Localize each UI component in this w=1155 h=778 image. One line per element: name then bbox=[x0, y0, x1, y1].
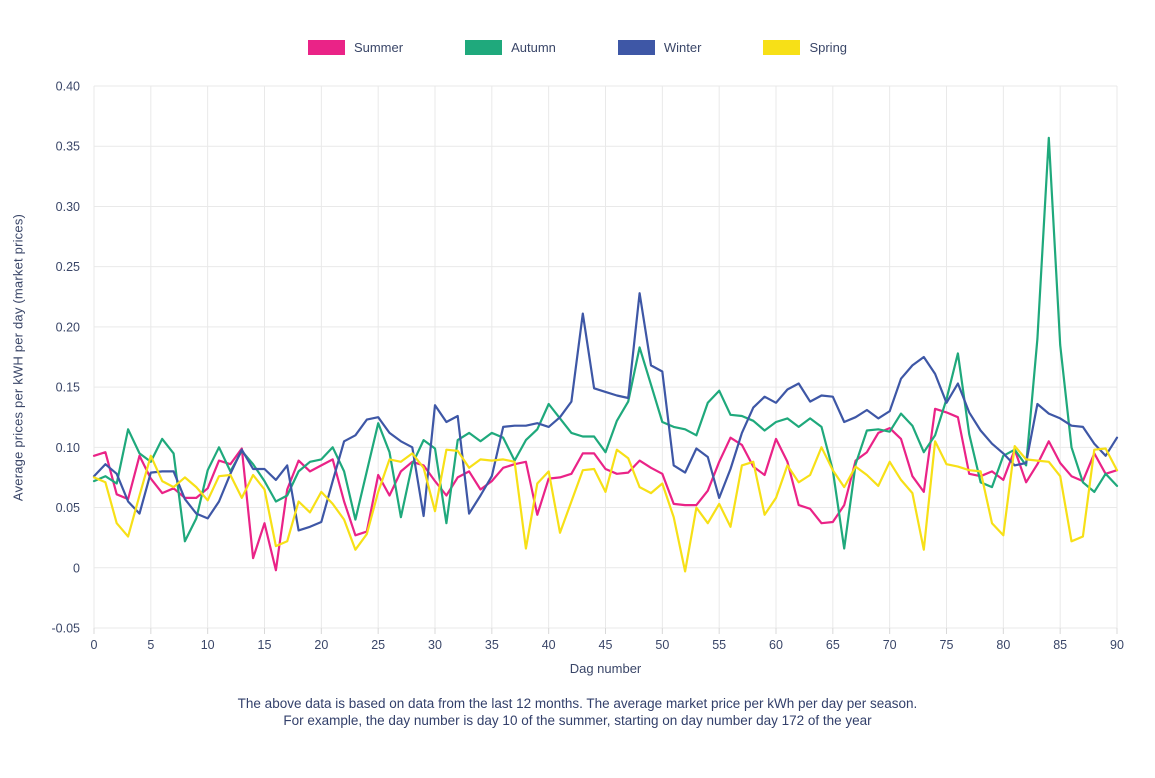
y-tick-label: 0.30 bbox=[56, 200, 80, 214]
legend-swatch-spring bbox=[763, 40, 801, 55]
legend-item-winter[interactable]: Winter bbox=[617, 40, 702, 55]
x-tick-label: 50 bbox=[655, 638, 669, 652]
y-tick-label: 0.40 bbox=[56, 80, 80, 94]
x-tick-label: 60 bbox=[769, 638, 783, 652]
x-tick-label: 15 bbox=[258, 638, 272, 652]
x-tick-label: 35 bbox=[485, 638, 499, 652]
legend-swatch-autumn bbox=[465, 40, 503, 55]
caption-line-1: The above data is based on data from the… bbox=[237, 696, 918, 711]
x-tick-label: 85 bbox=[1053, 638, 1067, 652]
legend-item-summer[interactable]: Summer bbox=[307, 40, 404, 55]
y-axis-title: Average prices per kWH per day (market p… bbox=[10, 213, 26, 502]
chart-legend: Summer Autumn Winter Spring bbox=[0, 40, 1155, 55]
x-tick-label: 10 bbox=[201, 638, 215, 652]
x-tick-label: 80 bbox=[996, 638, 1010, 652]
legend-label: Winter bbox=[663, 40, 702, 55]
x-tick-label: 90 bbox=[1110, 638, 1124, 652]
y-tick-label: 0.05 bbox=[56, 501, 80, 515]
series-line-autumn bbox=[92, 136, 1119, 550]
y-tick-label: 0.25 bbox=[56, 260, 80, 274]
x-tick-label: 70 bbox=[883, 638, 897, 652]
caption-line-2: For example, the day number is day 10 of… bbox=[283, 713, 872, 728]
x-tick-label: 40 bbox=[542, 638, 556, 652]
legend-label: Autumn bbox=[511, 40, 556, 55]
legend-label: Spring bbox=[809, 40, 848, 55]
legend-swatch-summer bbox=[307, 40, 345, 55]
legend-swatch-winter bbox=[617, 40, 655, 55]
x-tick-label: 45 bbox=[599, 638, 613, 652]
legend-item-autumn[interactable]: Autumn bbox=[465, 40, 556, 55]
y-tick-label: 0 bbox=[73, 561, 80, 575]
y-tick-label: 0.10 bbox=[56, 441, 80, 455]
y-tick-label: 0.20 bbox=[56, 320, 80, 334]
x-tick-label: 0 bbox=[91, 638, 98, 652]
y-tick-label: 0.35 bbox=[56, 140, 80, 154]
legend-item-spring[interactable]: Spring bbox=[763, 40, 847, 55]
series-line-summer bbox=[92, 407, 1119, 572]
series-line-winter bbox=[92, 292, 1119, 532]
x-tick-label: 20 bbox=[314, 638, 328, 652]
x-tick-label: 55 bbox=[712, 638, 726, 652]
x-axis-title: Dag number bbox=[569, 661, 642, 676]
y-tick-label: -0.05 bbox=[52, 622, 81, 636]
y-tick-label: 0.15 bbox=[56, 381, 80, 395]
x-tick-label: 30 bbox=[428, 638, 442, 652]
legend-label: Summer bbox=[353, 40, 404, 55]
x-tick-label: 5 bbox=[147, 638, 154, 652]
x-tick-label: 65 bbox=[826, 638, 840, 652]
x-tick-label: 25 bbox=[371, 638, 385, 652]
series-line-spring bbox=[92, 440, 1119, 573]
chart-caption: The above data is based on data from the… bbox=[0, 695, 1155, 729]
x-tick-label: 75 bbox=[940, 638, 954, 652]
